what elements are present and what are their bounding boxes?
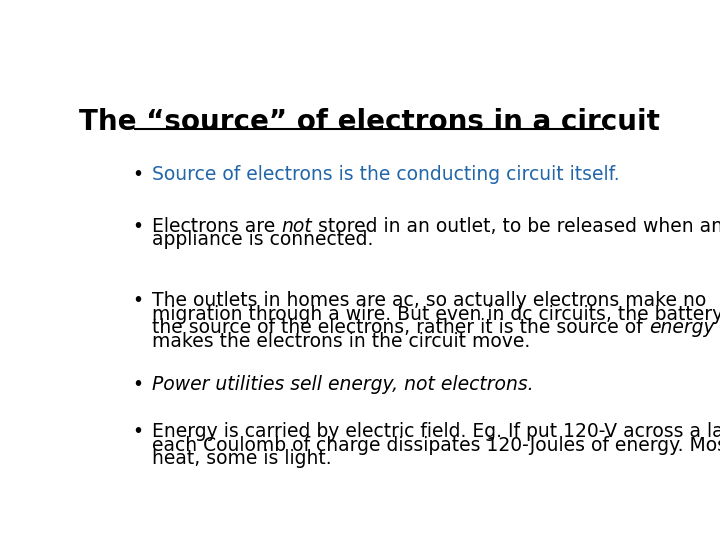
Text: •: • [132,422,143,441]
Text: appliance is connected.: appliance is connected. [153,230,374,249]
Text: that: that [715,319,720,338]
Text: •: • [132,217,143,235]
Text: makes the electrons in the circuit move.: makes the electrons in the circuit move. [153,332,531,351]
Text: The “source” of electrons in a circuit: The “source” of electrons in a circuit [78,109,660,137]
Text: not: not [282,217,312,235]
Text: •: • [132,292,143,310]
Text: •: • [132,375,143,394]
Text: stored in an outlet, to be released when an: stored in an outlet, to be released when… [312,217,720,235]
Text: energy: energy [649,319,715,338]
Text: Electrons are: Electrons are [153,217,282,235]
Text: •: • [132,165,143,184]
Text: migration through a wire. But even in dc circuits, the battery is not: migration through a wire. But even in dc… [153,305,720,324]
Text: The outlets in homes are ac, so actually electrons make no: The outlets in homes are ac, so actually… [153,292,707,310]
Text: the source of the electrons, rather it is the source of: the source of the electrons, rather it i… [153,319,649,338]
Text: Energy is carried by electric field. Eg. If put 120-V across a lamp,: Energy is carried by electric field. Eg.… [153,422,720,441]
Text: heat, some is light.: heat, some is light. [153,449,332,468]
Text: each Coulomb of charge dissipates 120-Joules of energy. Most is: each Coulomb of charge dissipates 120-Jo… [153,436,720,455]
Text: Power utilities sell energy, not electrons.: Power utilities sell energy, not electro… [153,375,534,394]
Text: Source of electrons is the conducting circuit itself.: Source of electrons is the conducting ci… [153,165,620,184]
